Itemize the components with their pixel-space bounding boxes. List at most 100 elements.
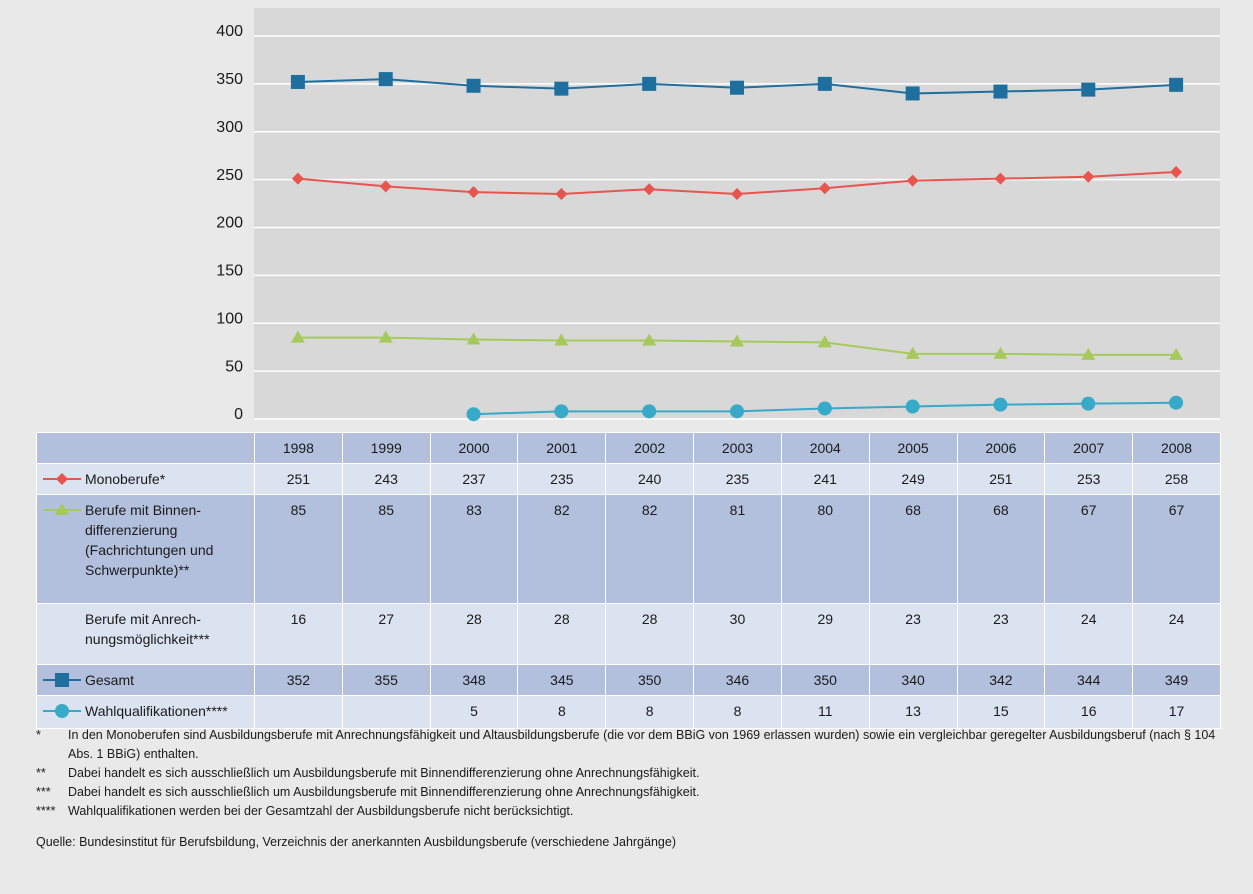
marker (993, 346, 1008, 359)
table-cell: 251 (956, 463, 1046, 495)
y-tick-label: 300 (216, 119, 243, 136)
table-cell: 24 (1044, 603, 1134, 665)
table-cell: 28 (605, 603, 695, 665)
x-tick-label: 2004 (780, 432, 870, 464)
table-row: Monoberufe* 251 243 237 235 240 235 241 249 251 25… (36, 463, 1221, 495)
marker (1081, 82, 1096, 97)
y-tick-label: 250 (216, 167, 243, 184)
table-cell: 243 (341, 463, 431, 495)
table-cell: 23 (956, 603, 1046, 665)
table-cell: 340 (868, 664, 958, 696)
table-cell: 237 (429, 463, 519, 495)
marker (55, 503, 69, 515)
table-cell: 83 (429, 494, 519, 604)
table-cell (254, 695, 343, 729)
table-cell: 81 (693, 494, 782, 604)
marker (993, 397, 1008, 412)
marker (1169, 347, 1184, 360)
table-cell: 355 (341, 664, 431, 696)
table-cell: 8 (517, 695, 607, 729)
footnote-mark: *** (36, 785, 51, 799)
marker (554, 333, 569, 346)
y-tick-label: 50 (225, 358, 243, 375)
marker (905, 346, 920, 359)
table-cell: 240 (605, 463, 695, 495)
legend-icon (43, 673, 81, 687)
table-cell: 30 (693, 603, 782, 665)
table-cell: 346 (693, 664, 782, 696)
table-cell: 85 (254, 494, 343, 604)
marker (466, 332, 481, 345)
row-label: Gesamt (36, 664, 255, 696)
source: Quelle: Bundesinstitut für Berufsbildung… (36, 835, 676, 849)
marker (1169, 77, 1184, 92)
x-tick-label: 2005 (868, 432, 958, 464)
table-cell: 85 (341, 494, 431, 604)
table-cell: 82 (605, 494, 695, 604)
marker (642, 404, 657, 419)
marker (290, 74, 305, 89)
marker (467, 186, 480, 199)
marker (642, 76, 657, 91)
table-cell: 352 (254, 664, 343, 696)
x-tick-label: 1999 (341, 432, 431, 464)
footnote: ** Dabei handelt es sich ausschließlich u… (36, 764, 1236, 783)
table-cell: 251 (254, 463, 343, 495)
footnote-mark: * (36, 728, 41, 742)
table-cell: 350 (605, 664, 695, 696)
footnote-text: Dabei handelt es sich ausschließlich um … (68, 785, 700, 799)
table-cell: 15 (956, 695, 1046, 729)
legend-entry: Gesamt (41, 670, 250, 690)
marker (642, 333, 657, 346)
table-cell: 8 (693, 695, 782, 729)
marker (466, 407, 481, 422)
table-cell: 16 (1044, 695, 1134, 729)
marker (818, 182, 831, 195)
marker (1081, 347, 1096, 360)
legend-entry: Monoberufe* (41, 469, 250, 489)
x-tick-label: 2000 (429, 432, 519, 464)
marker (643, 183, 656, 196)
legend-label: Wahlqualifikationen**** (85, 703, 228, 719)
marker (290, 330, 305, 343)
x-tick-label: 2007 (1044, 432, 1134, 464)
marker (730, 334, 744, 347)
row-label: Wahlqualifikationen**** (36, 695, 255, 729)
marker (817, 76, 832, 91)
legend-label: Monoberufe* (85, 471, 166, 487)
table-row: Wahlqualifikationen**** 5 8 8 8 11 13 15 16 17 (36, 695, 1221, 729)
table-cell: 235 (693, 463, 782, 495)
marker (731, 187, 743, 200)
row-label: Monoberufe* (36, 463, 255, 495)
header-row: 1998 1999 2000 2001 2002 2003 2004 2005 2006 2007… (36, 432, 1221, 464)
table-cell: 68 (956, 494, 1046, 604)
table-cell: 68 (868, 494, 958, 604)
x-tick-label: 1998 (254, 432, 343, 464)
x-tick-label: 2002 (605, 432, 695, 464)
footnote-text: Wahlqualifikationen werden bei der Gesam… (68, 804, 574, 818)
legend-icon (41, 611, 85, 627)
marker (554, 404, 569, 419)
y-tick-label: 350 (216, 71, 243, 88)
table-cell: 345 (517, 664, 607, 696)
legend-label: Berufe mit Binnen­differenzierung (Fachr… (85, 502, 214, 578)
marker (466, 78, 481, 93)
footnote-text: Dabei handelt es sich ausschließlich um … (68, 766, 700, 780)
table-cell: 28 (517, 603, 607, 665)
marker (1081, 396, 1096, 411)
legend-icon (43, 503, 81, 515)
row-label: Berufe mit Binnen­differenzierung (Fachr… (36, 494, 255, 604)
marker (55, 704, 69, 718)
marker (555, 187, 568, 200)
table-row: Berufe mit Anrech­nungsmöglichkeit*** 16 2… (36, 603, 1221, 665)
x-tick-label: 2001 (517, 432, 607, 464)
table-cell: 80 (780, 494, 870, 604)
marker (730, 80, 744, 95)
corner (36, 432, 255, 464)
table-cell: 350 (780, 664, 870, 696)
marker (1170, 165, 1183, 178)
table-cell (341, 695, 431, 729)
row-label: Berufe mit Anrech­nungsmöglichkeit*** (36, 603, 255, 665)
table-cell: 258 (1132, 463, 1221, 495)
